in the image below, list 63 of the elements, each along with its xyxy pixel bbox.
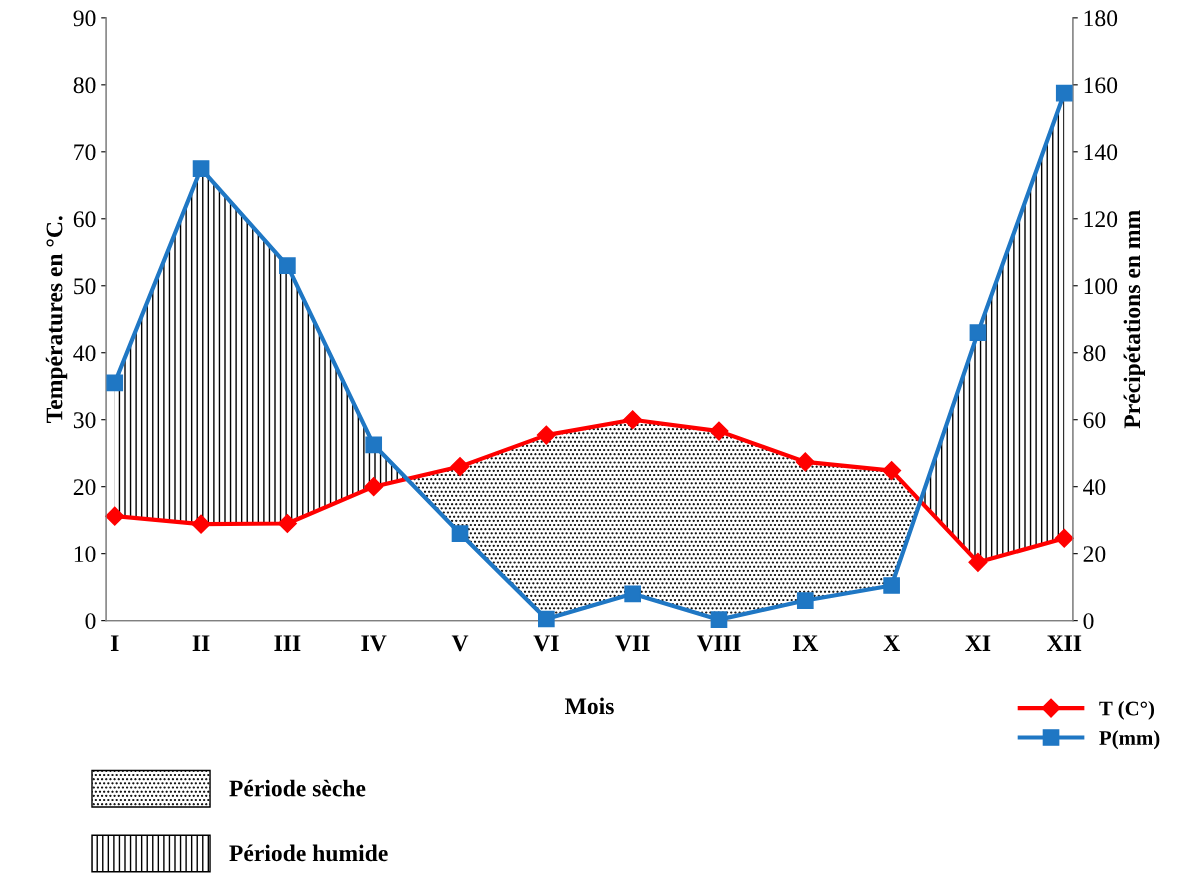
x-tick-label: V (451, 635, 469, 652)
point (364, 477, 384, 497)
point (1055, 84, 1073, 102)
point (623, 410, 643, 430)
y2-tick-label: 120 (1084, 211, 1118, 228)
y-tick-label: 30 (73, 412, 96, 429)
legend-label: P(mm) (1099, 730, 1160, 750)
x-tick-label: XII (1046, 635, 1082, 651)
x-tick-label: IX (792, 635, 819, 651)
x-tick-label: I (110, 635, 119, 651)
y2-tick-label: 100 (1084, 278, 1118, 295)
point (795, 452, 815, 472)
y-tick-label: 50 (74, 278, 96, 295)
point (538, 610, 555, 628)
x-tick-label: II (192, 635, 210, 651)
point (106, 374, 124, 392)
x-tick-label: XI (965, 635, 991, 651)
point (450, 457, 470, 477)
point (191, 514, 211, 534)
y-tick-label: 0 (85, 613, 96, 630)
x-tick-label: III (274, 635, 301, 651)
point (968, 552, 988, 572)
point (883, 577, 900, 594)
y2-tick-label: 20 (1083, 546, 1106, 563)
y-tick-label: 90 (73, 10, 96, 27)
point (277, 513, 297, 534)
y-tick-label: 10 (74, 546, 96, 563)
point (451, 525, 469, 542)
y2-tick-label: 80 (1083, 345, 1106, 362)
y-tick-label: 80 (73, 77, 96, 94)
x-axis-title: Mois (564, 697, 614, 715)
x-tick-label: VI (533, 635, 559, 652)
legend-label: T (C°) (1099, 700, 1155, 720)
y-axis-title: Températures en °C. (45, 216, 68, 423)
y2-axis-title: Précipétations en mm (1123, 210, 1146, 429)
x-tick-label: IV (361, 635, 387, 652)
y2-tick-label: 0 (1083, 613, 1094, 630)
point (536, 425, 556, 445)
point (105, 506, 125, 526)
text: Période sèche (229, 779, 366, 797)
point (1054, 528, 1074, 548)
y2-tick-label: 180 (1084, 10, 1118, 27)
x-tick-label: X (883, 635, 900, 651)
x-tick-label: VII (615, 635, 650, 652)
y-tick-label: 40 (73, 345, 96, 362)
point (279, 257, 296, 275)
y-tick-label: 70 (74, 144, 96, 161)
y2-tick-label: 40 (1083, 479, 1106, 496)
point (882, 461, 902, 481)
point (710, 611, 728, 628)
y2-tick-label: 160 (1084, 77, 1118, 94)
y-tick-label: 20 (73, 479, 96, 496)
x-tick-label: VIII (696, 635, 741, 652)
point (969, 324, 987, 341)
y2-tick-label: 60 (1083, 412, 1106, 429)
point (624, 585, 641, 603)
point (365, 436, 383, 454)
point (796, 592, 814, 609)
text: Période humide (229, 844, 388, 862)
point (709, 421, 729, 441)
point (192, 160, 210, 177)
y2-tick-label: 140 (1084, 144, 1118, 161)
y-tick-label: 60 (73, 211, 96, 228)
